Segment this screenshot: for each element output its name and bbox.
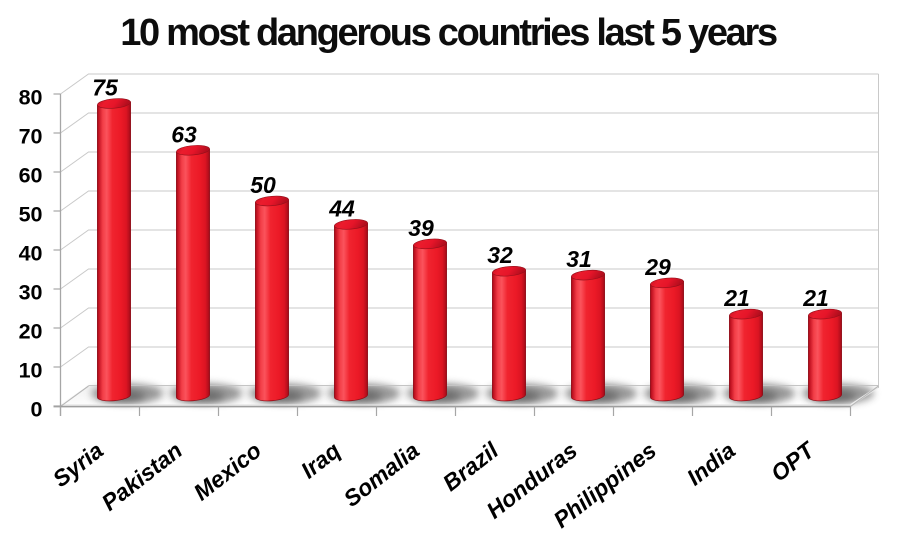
svg-text:50: 50 bbox=[19, 203, 43, 227]
svg-text:10 most dangerous countries la: 10 most dangerous countries last 5 years bbox=[120, 12, 777, 54]
svg-text:63: 63 bbox=[171, 121, 197, 147]
svg-text:60: 60 bbox=[19, 164, 43, 188]
svg-text:29: 29 bbox=[644, 254, 671, 280]
svg-text:44: 44 bbox=[328, 195, 355, 221]
svg-text:75: 75 bbox=[92, 75, 119, 101]
svg-text:39: 39 bbox=[408, 215, 434, 241]
svg-text:70: 70 bbox=[19, 125, 43, 149]
svg-text:40: 40 bbox=[19, 242, 43, 266]
svg-text:20: 20 bbox=[19, 320, 43, 344]
svg-text:0: 0 bbox=[31, 398, 43, 422]
svg-text:21: 21 bbox=[802, 285, 829, 311]
svg-text:10: 10 bbox=[19, 359, 43, 383]
svg-text:30: 30 bbox=[19, 281, 43, 305]
svg-text:31: 31 bbox=[566, 246, 592, 272]
svg-text:32: 32 bbox=[487, 242, 513, 268]
svg-text:21: 21 bbox=[723, 285, 750, 311]
svg-text:50: 50 bbox=[250, 172, 276, 198]
svg-text:80: 80 bbox=[19, 86, 43, 110]
